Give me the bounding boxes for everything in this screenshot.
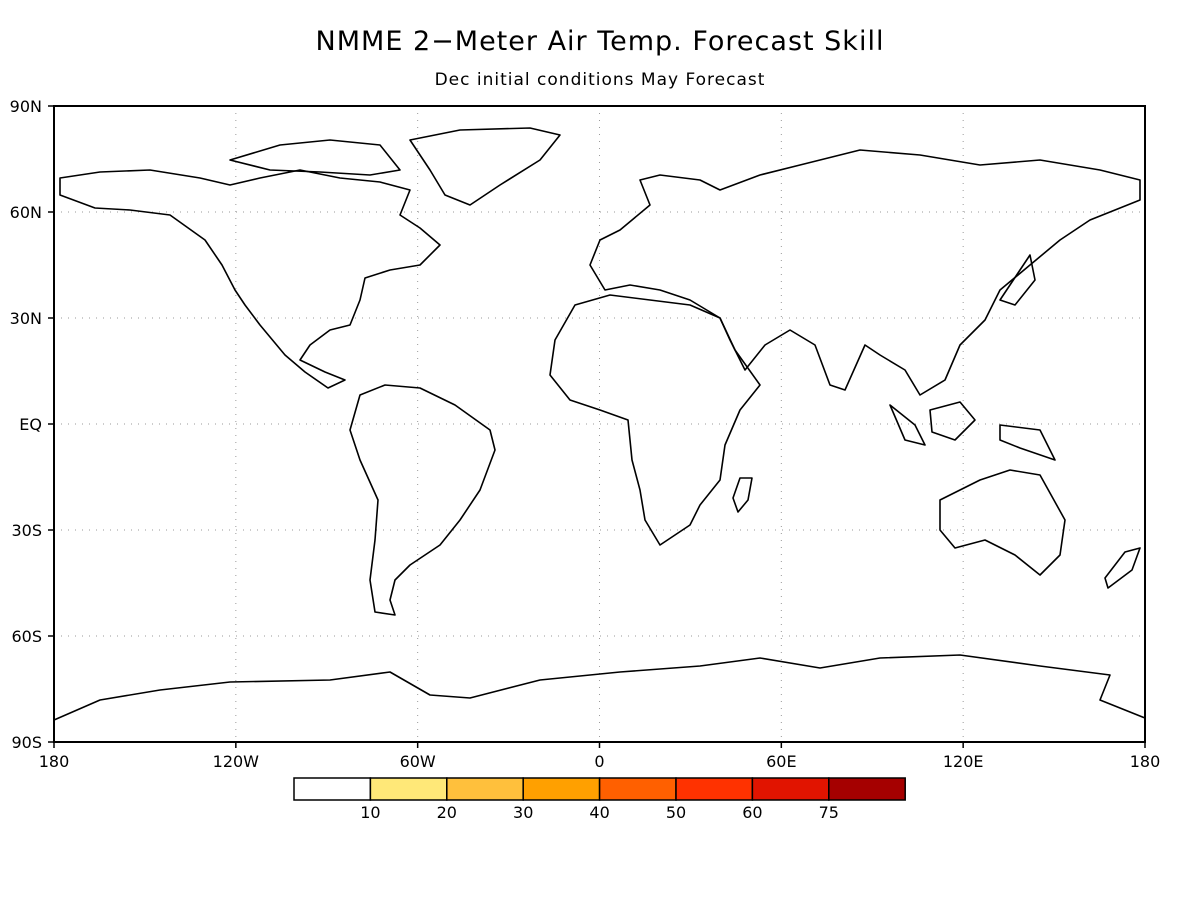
colorbar-label: 20	[437, 803, 457, 822]
lon-tick-label: 60W	[400, 752, 436, 771]
map-title: NMME 2−Meter Air Temp. Forecast Skill	[315, 26, 885, 57]
colorbar-swatch	[675, 777, 754, 801]
lat-tick-label: 60N	[10, 203, 42, 222]
skill-region-middle-east	[699, 279, 773, 322]
skill-region-india	[823, 318, 861, 375]
skill-region-eastern-australia	[1020, 484, 1058, 541]
colorbar-label: 10	[360, 803, 380, 822]
colorbar-label: 40	[589, 803, 609, 822]
skill-region-central-africa	[623, 381, 709, 453]
colorbar-swatch	[522, 777, 601, 801]
skill-region-mexico	[266, 325, 315, 368]
lon-tick-label: 120E	[943, 752, 984, 771]
colorbar: 10 20 30 40 50 60 75	[293, 777, 906, 822]
skill-region-southern-africa	[647, 469, 703, 534]
skill-region-sahara-east	[623, 321, 697, 371]
lat-tick-label: 60S	[11, 627, 42, 646]
lat-lon-grid	[54, 106, 1145, 742]
lat-tick-label: 30S	[11, 521, 42, 540]
skill-region-eastern-usa	[335, 268, 379, 326]
lon-tick-label: 60E	[766, 752, 796, 771]
lon-tick-label: 180	[39, 752, 70, 771]
skill-region-europe	[590, 233, 700, 276]
skill-region-eastern-brazil	[441, 459, 485, 516]
map-frame	[53, 105, 1146, 743]
colorbar-label: 30	[513, 803, 533, 822]
skill-region-central-asia	[766, 250, 888, 301]
lat-tick-label: 30N	[10, 309, 42, 328]
lat-axis-labels: 90N 60N 30N EQ 30S 60S 90S	[10, 97, 54, 752]
skill-region-alaska	[102, 180, 188, 216]
skill-region-arabia	[714, 318, 758, 375]
skill-region-northern-russia	[766, 176, 858, 205]
lat-tick-label: 90N	[10, 97, 42, 116]
colorbar-swatch	[828, 777, 906, 801]
skill-region-southeast-asia	[890, 349, 927, 393]
skill-region-central-usa	[272, 257, 351, 322]
lon-tick-label: 0	[594, 752, 604, 771]
lon-tick-label: 180	[1130, 752, 1161, 771]
skill-region-mongolia-china	[857, 250, 979, 315]
lat-tick-label: 90S	[11, 733, 42, 752]
lat-tick-label: EQ	[19, 415, 42, 434]
skill-region-greenland	[435, 141, 521, 198]
colorbar-swatch	[751, 777, 830, 801]
colorbar-label: 75	[819, 803, 839, 822]
lon-axis-labels: 180 120W 60W 0 60E 120E 180	[39, 742, 1161, 771]
colorbar-label: 60	[742, 803, 762, 822]
skill-region-siberia	[841, 169, 994, 212]
colorbar-label: 50	[666, 803, 686, 822]
colorbar-swatch	[598, 777, 677, 801]
map-subtitle: Dec initial conditions May Forecast	[434, 70, 766, 90]
skill-shading	[102, 141, 1130, 612]
lon-tick-label: 120W	[213, 752, 260, 771]
colorbar-swatch	[293, 777, 372, 801]
colorbar-swatch	[369, 777, 448, 801]
skill-region-sahara-west	[547, 318, 639, 375]
colorbar-swatch	[446, 777, 524, 801]
skill-region-borneo	[929, 406, 961, 435]
